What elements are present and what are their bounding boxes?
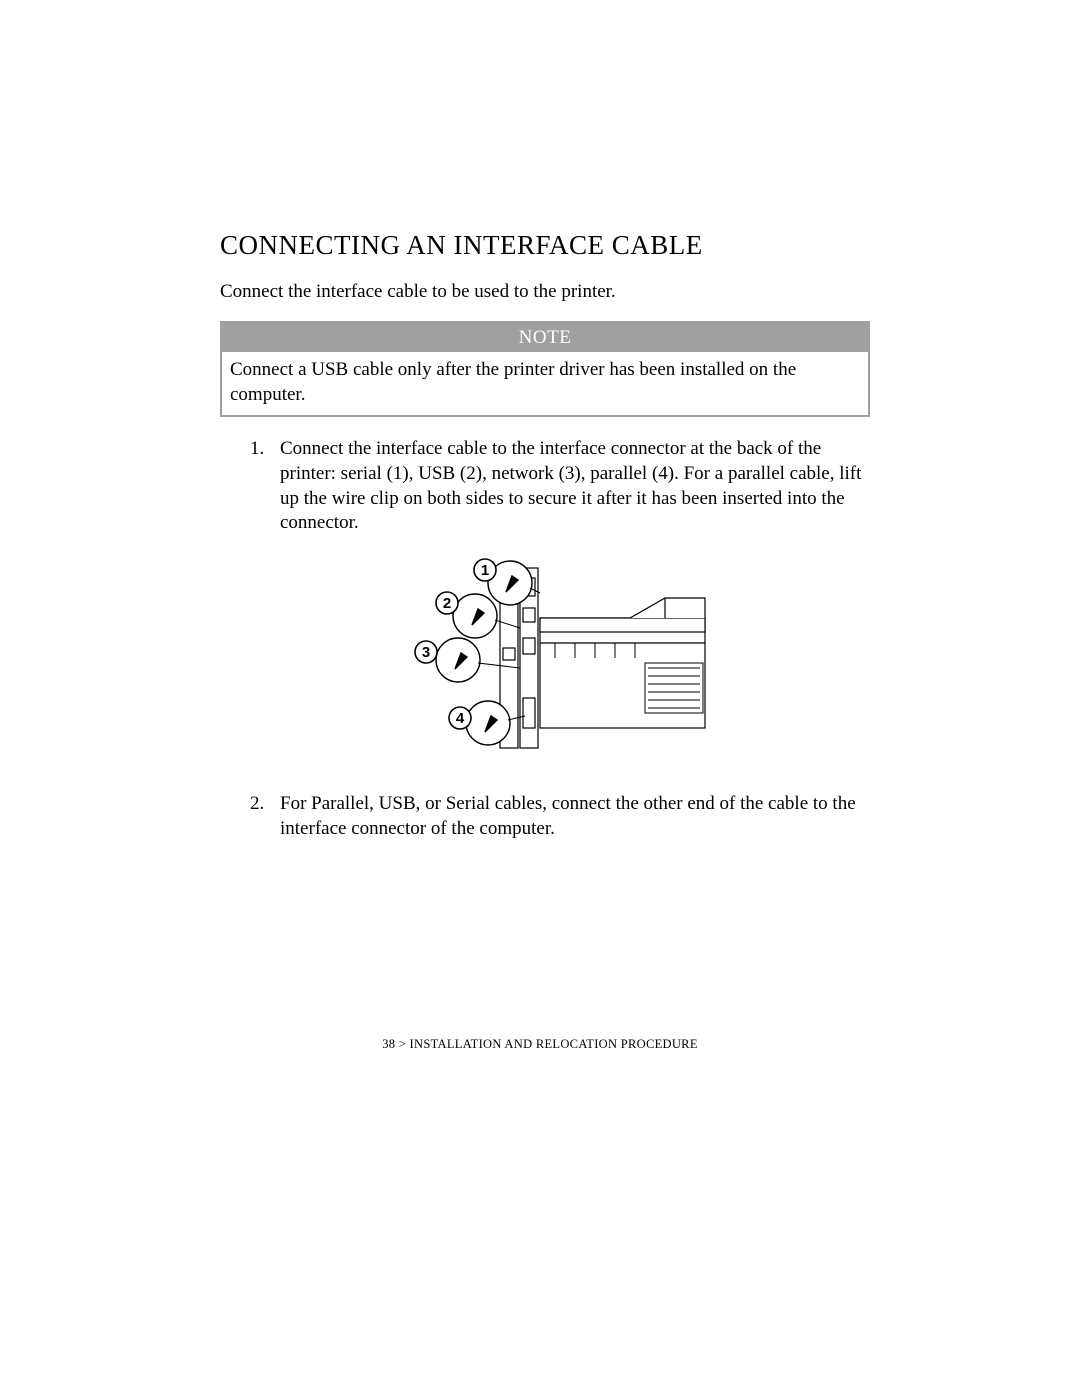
callout-2: 2 bbox=[436, 592, 458, 614]
step-number: 2. bbox=[220, 792, 280, 841]
svg-text:4: 4 bbox=[456, 710, 465, 727]
step-1: 1. Connect the interface cable to the in… bbox=[220, 437, 870, 536]
step-number: 1. bbox=[220, 437, 280, 536]
svg-text:3: 3 bbox=[422, 644, 430, 661]
note-box: NOTE Connect a USB cable only after the … bbox=[220, 321, 870, 417]
note-body: Connect a USB cable only after the print… bbox=[222, 352, 868, 415]
section-heading: CONNECTING AN INTERFACE CABLE bbox=[220, 230, 870, 261]
document-page: CONNECTING AN INTERFACE CABLE Connect th… bbox=[0, 0, 1080, 1397]
svg-text:1: 1 bbox=[481, 562, 489, 579]
step-2: 2. For Parallel, USB, or Serial cables, … bbox=[220, 792, 870, 841]
callout-3: 3 bbox=[415, 641, 437, 663]
interface-cable-diagram: 1 2 3 4 bbox=[380, 548, 710, 768]
callout-1: 1 bbox=[474, 559, 496, 581]
step-text: For Parallel, USB, or Serial cables, con… bbox=[280, 792, 870, 841]
figure-container: 1 2 3 4 bbox=[220, 548, 870, 768]
note-header: NOTE bbox=[222, 323, 868, 352]
callout-4: 4 bbox=[449, 707, 471, 729]
page-footer: 38 > INSTALLATION AND RELOCATION PROCEDU… bbox=[0, 1037, 1080, 1052]
step-text: Connect the interface cable to the inter… bbox=[280, 437, 870, 536]
svg-text:2: 2 bbox=[443, 595, 451, 612]
intro-paragraph: Connect the interface cable to be used t… bbox=[220, 281, 870, 303]
